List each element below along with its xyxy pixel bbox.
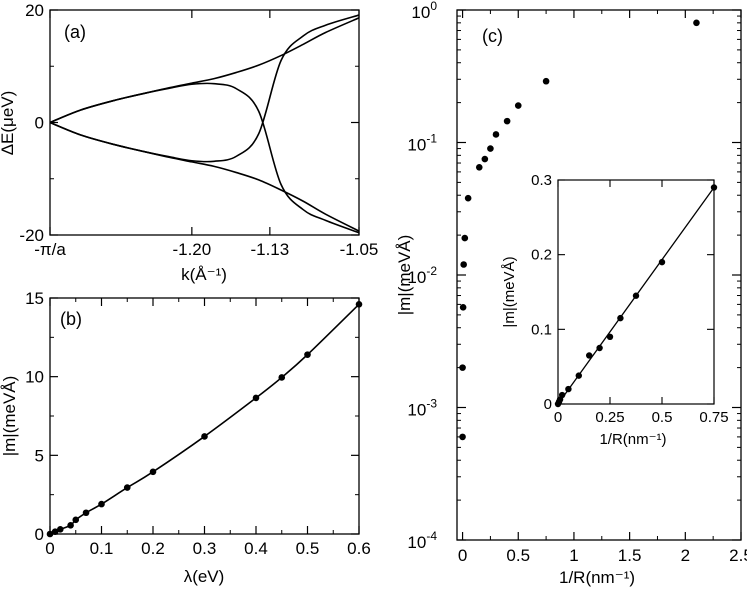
- inset-point: [558, 391, 566, 399]
- panel-c-xlabel: 1/R(nm⁻¹): [559, 568, 635, 587]
- inset-point: [710, 184, 718, 191]
- panel-b-point: [278, 374, 286, 381]
- inset-point: [617, 314, 624, 322]
- panel-c-ytick-label: 10-4: [407, 529, 437, 552]
- panel-c-point: [459, 364, 466, 371]
- panel-b-xtick-label: 0.5: [296, 539, 320, 558]
- inset-background: [557, 179, 715, 405]
- inset-point: [575, 372, 582, 379]
- panel-b-xtick-label: 0.1: [90, 539, 114, 558]
- panel-b-xtick-label: 0.2: [141, 539, 165, 558]
- panel-c-xtick-label: 1.5: [618, 546, 642, 565]
- panel-b-label: (b): [60, 309, 82, 329]
- inset-xtick-label: 0.25: [595, 409, 624, 426]
- panel-b-ylabel: |m|(meVÅ): [0, 376, 19, 457]
- panel-b-xlabel: λ(eV): [184, 567, 225, 586]
- inset-ytick-label: 0.1: [531, 321, 552, 338]
- panel-b-point: [82, 509, 90, 517]
- inset-ytick-label: 0: [544, 396, 552, 413]
- panel-b-point: [252, 394, 260, 402]
- panel-c-point: [464, 194, 472, 202]
- panel-c-ytick-label: 10-1: [407, 132, 437, 155]
- panel-b-ytick-label: 10: [25, 368, 44, 387]
- panel-c-xtick-label: 0: [458, 546, 467, 565]
- panel-c-point: [459, 304, 467, 311]
- panel-a-xlabel: k(Å⁻¹): [181, 265, 227, 284]
- panel-b-point: [51, 528, 59, 535]
- panel-a-ytick-label: -20: [19, 226, 44, 245]
- panel-c-label: (c): [482, 26, 503, 46]
- inset-xtick-label: 0.5: [652, 409, 673, 426]
- panel-b-point: [67, 522, 74, 529]
- panel-b-point: [57, 525, 64, 533]
- panel-a-curve-4: [49, 121, 360, 232]
- panel-b-ytick-label: 15: [25, 289, 44, 308]
- inset-ytick-label: 0.2: [531, 247, 552, 264]
- panel-c-point: [487, 145, 494, 152]
- panel-a: -π/a -1.20 -1.13 -1.05 -20 0 20 (a) k(Å⁻¹) ΔE(…: [0, 1, 378, 284]
- panel-c-inset: 0 0.25 0.5 0.75 0 0.1 0.2 0.3 1/R(nm⁻¹) |m|(meV…: [501, 172, 729, 448]
- panel-c-xtick-label: 2.5: [729, 546, 747, 565]
- panel-a-ytick-label: 20: [25, 1, 44, 20]
- panel-a-label: (a): [64, 22, 86, 42]
- panel-c-point: [460, 261, 467, 268]
- panel-b-point: [98, 500, 105, 508]
- panel-a-ytick-label: 0: [35, 114, 44, 133]
- panel-a-xtick-label: -1.13: [250, 240, 289, 259]
- panel-b-ytick-label: 0: [35, 525, 44, 544]
- panel-c-xtick-label: 1: [569, 546, 578, 565]
- inset-ytick-label: 0.3: [531, 172, 552, 189]
- panel-c-point: [481, 155, 489, 163]
- panel-a-xtick-label: -1.20: [172, 240, 211, 259]
- panel-c-point: [514, 102, 522, 109]
- panel-c-point: [459, 433, 466, 441]
- panel-b-ytick-label: 5: [35, 446, 44, 465]
- panel-c-ytick-label: 10-2: [407, 264, 437, 287]
- panel-b-point: [201, 433, 208, 440]
- inset-point: [606, 333, 614, 340]
- panel-a-xtick-label: -π/a: [34, 240, 66, 259]
- panel-c-xtick-label: 2: [681, 546, 690, 565]
- panel-b-point: [72, 516, 80, 524]
- inset-point: [596, 344, 603, 352]
- panel-c-point: [503, 117, 511, 125]
- inset-point: [586, 352, 593, 359]
- panel-a-xtick-label: -1.05: [340, 240, 379, 259]
- panel-c-point: [542, 77, 550, 85]
- panel-c-point: [475, 163, 483, 171]
- panel-b-point: [304, 351, 311, 358]
- panel-b-xtick-label: 0.6: [347, 539, 371, 558]
- panel-c-ylabel: |m|(meVÅ): [395, 235, 414, 316]
- inset-point: [632, 292, 640, 299]
- inset-xtick-label: 0: [554, 409, 562, 426]
- inset-point: [658, 258, 666, 266]
- panel-c-point: [492, 131, 500, 138]
- panel-b: 0 0.1 0.2 0.3 0.4 0.5 0.6 0 5 10 15 (b) λ(eV) |m|(…: [0, 289, 371, 586]
- inset-xlabel: 1/R(nm⁻¹): [599, 431, 666, 448]
- panel-c-point: [461, 234, 469, 242]
- panel-b-xtick-label: 0: [45, 539, 54, 558]
- panel-b-point: [123, 484, 131, 491]
- panel-a-ylabel: ΔE(μeV): [0, 91, 17, 156]
- panel-c-ytick-label: 10-3: [407, 397, 437, 420]
- inset-ylabel: |m|(meVÅ): [501, 256, 518, 327]
- panel-a-curve-2: [49, 82, 360, 234]
- panel-c-ytick-label: 100: [411, 0, 437, 22]
- inset-point: [565, 385, 572, 393]
- panel-b-xtick-label: 0.3: [193, 539, 217, 558]
- panel-b-xtick-label: 0.4: [244, 539, 268, 558]
- panel-b-point: [149, 468, 157, 476]
- panel-c: 0 0.5 1 1.5 2 2.5 10-4 10-3 10-2 10-1 100 (c) 1/R(…: [395, 0, 747, 587]
- panel-c-xtick-label: 0.5: [506, 546, 530, 565]
- inset-xtick-label: 0.75: [699, 409, 728, 426]
- panel-c-point: [693, 19, 700, 27]
